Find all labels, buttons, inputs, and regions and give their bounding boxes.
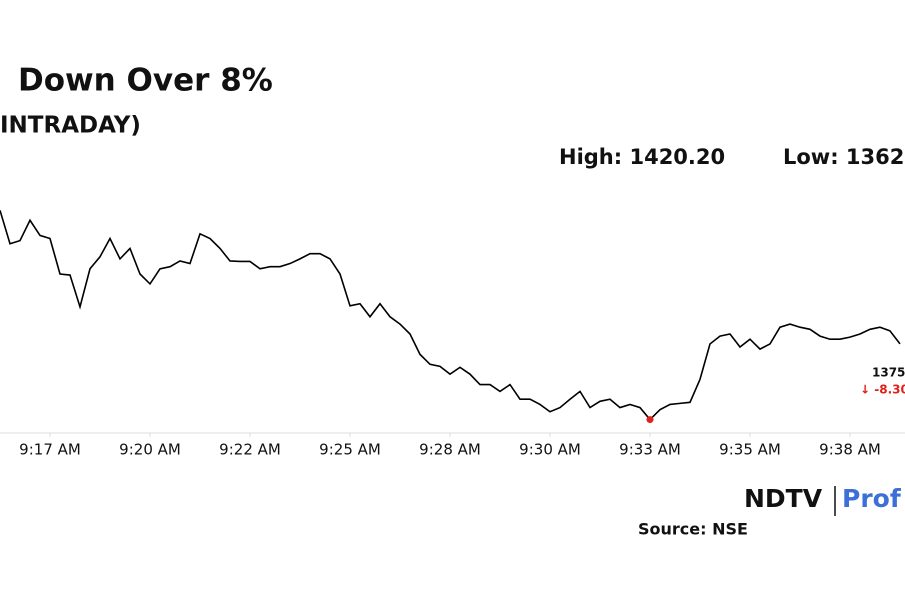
- chart-title: Down Over 8%: [18, 63, 273, 99]
- last-value-label: 1375.: [872, 366, 905, 380]
- price-line: [0, 210, 901, 421]
- high-label: High: 1420.20: [559, 145, 725, 169]
- x-tick-label: 9:38 AM: [819, 441, 881, 459]
- x-tick-label: 9:25 AM: [319, 441, 381, 459]
- x-tick-label: 9:20 AM: [119, 441, 181, 459]
- change-label: ↓ -8.30: [860, 383, 905, 397]
- logo-ndtv: NDTV: [744, 484, 823, 513]
- x-tick-label: 9:22 AM: [219, 441, 281, 459]
- x-tick-label: 9:28 AM: [419, 441, 481, 459]
- logo-profit: Prof: [842, 484, 902, 513]
- x-tick-label: 9:30 AM: [519, 441, 581, 459]
- low-label: Low: 1362: [783, 145, 904, 169]
- x-tick-label: 9:33 AM: [619, 441, 681, 459]
- x-tick-label: 9:35 AM: [719, 441, 781, 459]
- low-point: [646, 416, 654, 424]
- x-tick-label: 9:17 AM: [19, 441, 81, 459]
- source-note: Source: NSE: [638, 520, 748, 539]
- chart-subtitle: INTRADAY): [0, 113, 141, 139]
